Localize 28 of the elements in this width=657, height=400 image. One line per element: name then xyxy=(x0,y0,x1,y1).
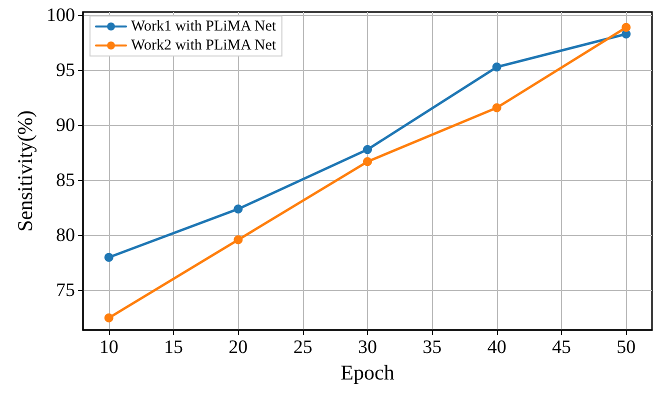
point xyxy=(492,62,502,72)
point xyxy=(234,204,243,214)
x-axis-title: Epoch xyxy=(340,360,395,384)
point xyxy=(363,157,372,166)
point xyxy=(104,252,114,262)
x-tick-label: 50 xyxy=(616,337,636,358)
x-tick-label: 15 xyxy=(164,337,184,358)
x-tick-label: 45 xyxy=(552,337,571,358)
point xyxy=(104,313,114,322)
x-tick-label: 20 xyxy=(228,337,248,358)
legend-label: Work2 with PLiMA Net xyxy=(131,38,277,54)
legend-label: Work1 with PLiMA Net xyxy=(131,18,277,34)
y-tick-label: 75 xyxy=(56,280,75,301)
point xyxy=(622,22,631,32)
y-tick-label: 90 xyxy=(56,114,75,136)
x-tick-label: 10 xyxy=(99,337,118,358)
x-tick-label: 30 xyxy=(358,337,377,358)
point xyxy=(234,235,243,244)
x-tick-label: 40 xyxy=(487,337,506,358)
y-tick-label: 95 xyxy=(56,60,75,81)
x-tick-label: 25 xyxy=(293,337,312,358)
y-axis-title: Sensitivity(%) xyxy=(13,110,38,232)
x-tick-label: 35 xyxy=(422,337,442,358)
y-tick-label: 85 xyxy=(56,170,75,191)
y-tick-label: 80 xyxy=(56,224,75,246)
point xyxy=(363,145,372,154)
point xyxy=(492,103,502,112)
y-tick-label: 100 xyxy=(46,4,75,26)
